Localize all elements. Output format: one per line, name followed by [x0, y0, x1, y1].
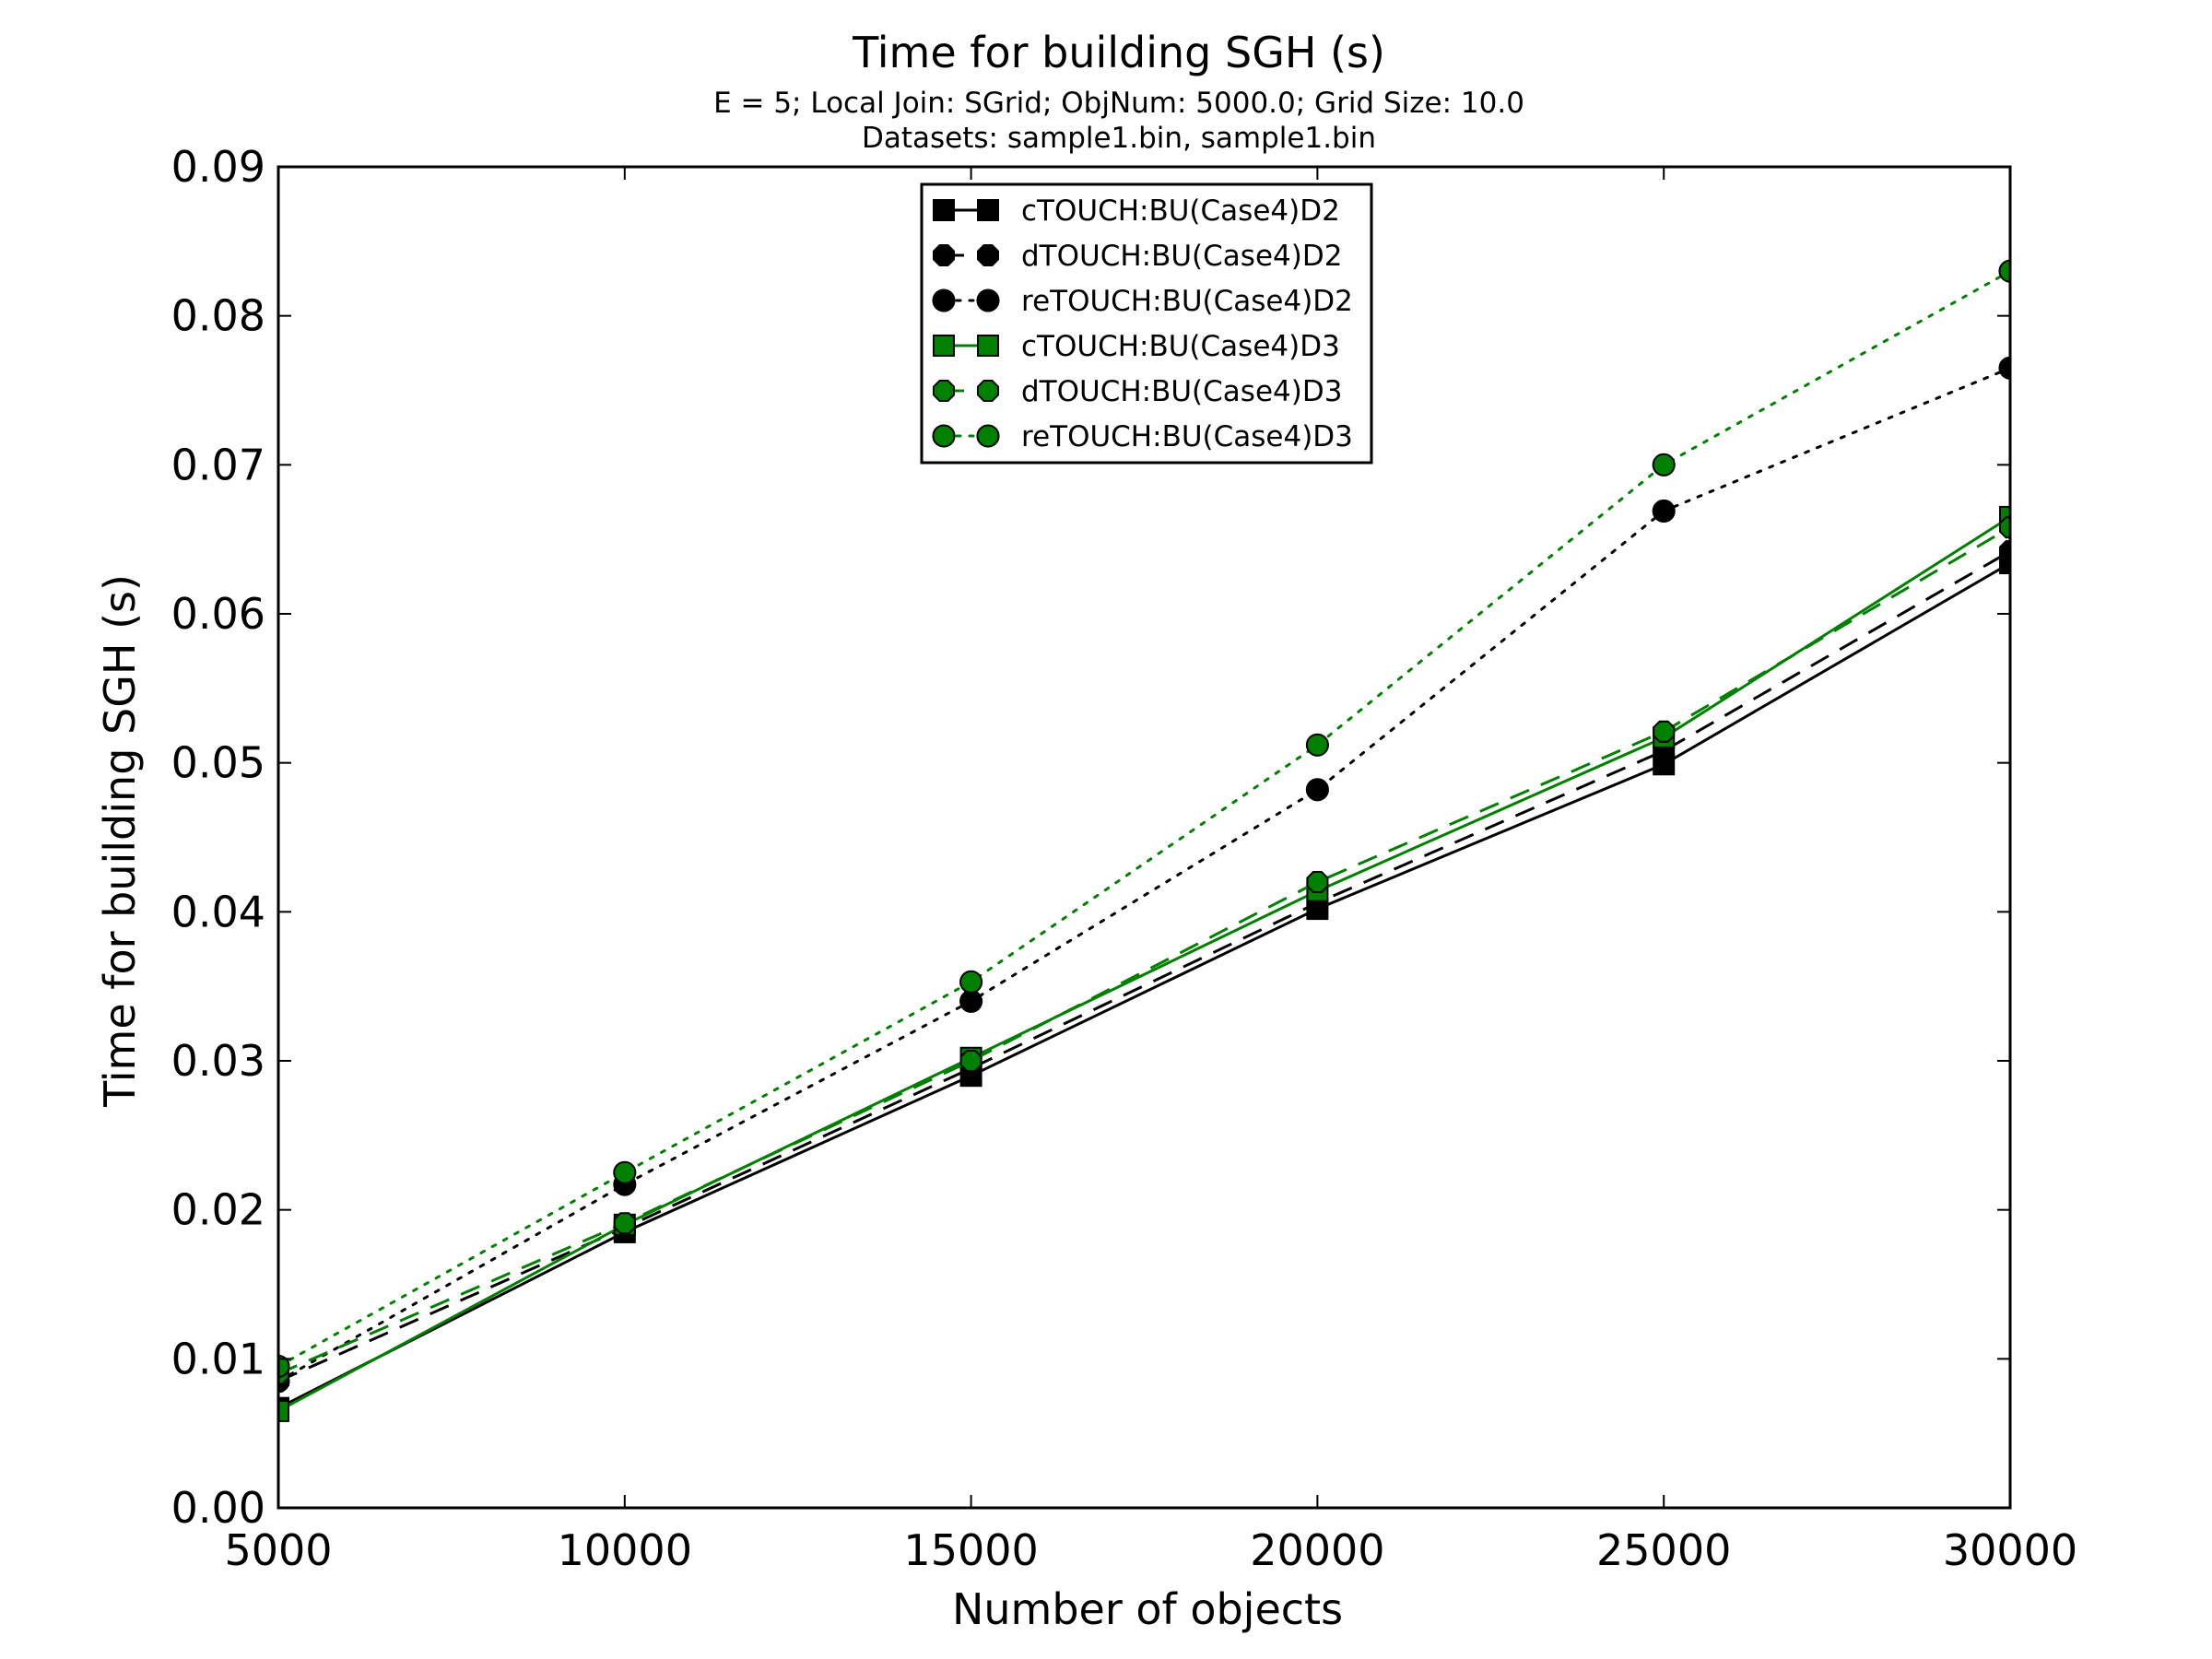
- series-5-point-6: [1999, 516, 2010, 539]
- legend-marker: [933, 244, 955, 266]
- legend-marker: [977, 244, 999, 266]
- chart-subtitle-line-1: E = 5; Local Join: SGrid; ObjNum: 5000.0…: [713, 87, 1524, 120]
- series-6-point-5: [1652, 453, 1676, 477]
- series-4-point-1: [278, 1399, 289, 1422]
- legend-marker: [933, 335, 955, 357]
- series-6-point-3: [959, 970, 983, 994]
- x-tick-label: 10000: [558, 1525, 692, 1575]
- series-2-point-6: [1999, 540, 2010, 563]
- legend-label: dTOUCH:BU(Case4)D3: [1021, 375, 1342, 408]
- legend-label: cTOUCH:BU(Case4)D2: [1021, 194, 1340, 228]
- series-5-line: [278, 525, 2010, 1375]
- legend-label: reTOUCH:BU(Case4)D3: [1021, 420, 1353, 453]
- series-1-point-6: [1999, 552, 2010, 575]
- legend-item-2: dTOUCH:BU(Case4)D2: [933, 240, 1342, 273]
- y-tick-label: 0.02: [171, 1185, 265, 1235]
- legend-marker: [976, 424, 1000, 448]
- legend-marker: [977, 199, 999, 221]
- series-6-point-4: [1305, 733, 1329, 757]
- y-tick-label: 0.05: [171, 738, 265, 788]
- legend-item-6: reTOUCH:BU(Case4)D3: [932, 420, 1353, 453]
- legend-box: [920, 182, 1373, 465]
- legend-item-1: cTOUCH:BU(Case4)D2: [933, 194, 1340, 228]
- y-tick-label: 0.03: [171, 1036, 265, 1086]
- legend-label: reTOUCH:BU(Case4)D2: [1021, 285, 1353, 318]
- legend-item-4: cTOUCH:BU(Case4)D3: [933, 330, 1340, 363]
- series-5-point-3: [959, 1050, 982, 1072]
- legend-marker: [977, 335, 999, 357]
- series-3: [278, 356, 2010, 1394]
- series-1: [278, 552, 2010, 1419]
- legend-item-3: reTOUCH:BU(Case4)D2: [932, 285, 1353, 318]
- x-axis-label: Number of objects: [952, 1584, 1343, 1634]
- y-tick-label: 0.08: [171, 291, 265, 341]
- plot-frame: [276, 165, 2012, 1510]
- series-1-line: [278, 561, 2010, 1410]
- x-tick-label: 25000: [1596, 1525, 1731, 1575]
- series-6-point-2: [613, 1160, 637, 1184]
- series-3-line: [278, 366, 2010, 1383]
- plot-area: [278, 259, 2010, 1422]
- y-tick-label: 0.04: [171, 887, 265, 936]
- axes: 5000 10000 15000 20000 25000 30000 0.00 0.01 0.0…: [171, 142, 2078, 1575]
- y-tick-label: 0.09: [171, 142, 265, 192]
- legend-item-5: dTOUCH:BU(Case4)D3: [933, 375, 1342, 408]
- legend: cTOUCH:BU(Case4)D2 dTOUCH:BU(Case4)D2 reTO…: [920, 182, 1373, 465]
- legend-marker: [933, 380, 955, 402]
- series-group: [278, 259, 2010, 1422]
- series-5-point-2: [613, 1212, 636, 1235]
- chart-title: Time for building SGH (s): [852, 28, 1385, 77]
- chart-subtitle-line-2: Datasets: sample1.bin, sample1.bin: [862, 122, 1376, 155]
- x-tick-label: 5000: [224, 1525, 332, 1575]
- x-tick-label: 30000: [1943, 1525, 2077, 1575]
- legend-label: cTOUCH:BU(Case4)D3: [1021, 330, 1340, 363]
- y-tick-label: 0.07: [171, 440, 265, 489]
- series-3-point-5: [1652, 499, 1676, 524]
- series-5-point-5: [1653, 720, 1676, 743]
- legend-marker: [933, 199, 955, 221]
- legend-marker: [977, 380, 999, 402]
- series-5: [278, 516, 2010, 1385]
- legend-marker: [976, 288, 1000, 312]
- legend-marker: [932, 424, 956, 448]
- legend-label: dTOUCH:BU(Case4)D2: [1021, 240, 1342, 273]
- series-5-point-4: [1306, 871, 1329, 893]
- y-axis-label: Time for building SGH (s): [95, 574, 145, 1108]
- series-3-point-4: [1305, 778, 1329, 802]
- series-4-line: [278, 515, 2010, 1413]
- legend-marker: [932, 288, 956, 312]
- series-2-line: [278, 549, 2010, 1382]
- y-tick-label: 0.01: [171, 1334, 265, 1383]
- series-3-point-3: [959, 989, 983, 1013]
- y-tick-label: 0.00: [171, 1483, 265, 1533]
- y-tick-label: 0.06: [171, 589, 265, 639]
- x-tick-label: 15000: [903, 1525, 1038, 1575]
- series-4: [278, 505, 2010, 1422]
- x-tick-label: 20000: [1250, 1525, 1384, 1575]
